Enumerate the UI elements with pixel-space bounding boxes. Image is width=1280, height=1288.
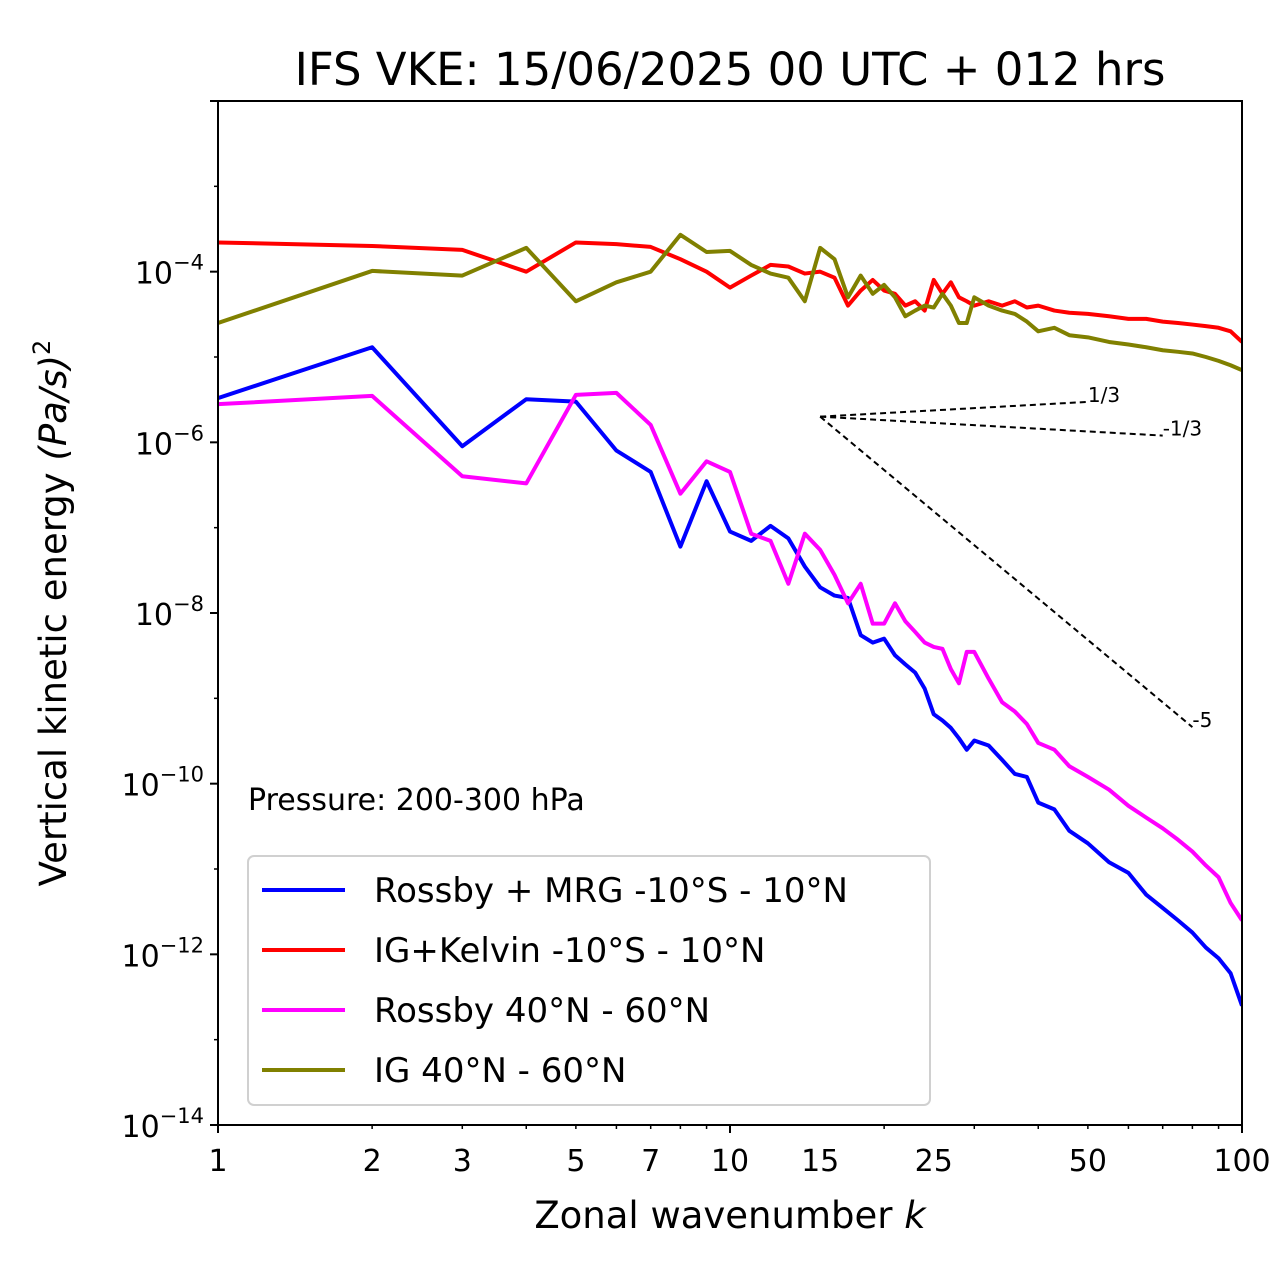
series-line-0 [218,345,1242,1007]
legend-box [247,855,931,1106]
x-axis-label-text: Zonal wavenumber [534,1194,893,1237]
legend-label-0: Rossby + MRG -10°S - 10°N [374,871,848,911]
y-axis-label-text: Vertical kinetic energy [32,472,75,886]
x-tick-label: 1 [208,1144,227,1179]
y-axis-label-units-exp: 2 [28,340,56,355]
series-line-1 [218,240,1242,344]
legend: Rossby + MRG -10°S - 10°N IG+Kelvin -10°S… [247,855,931,1106]
x-tick-label: 100 [1213,1144,1270,1179]
series-line-2 [218,390,1242,922]
series-lines [218,232,1242,1007]
legend-label-2: Rossby 40°N - 60°N [374,991,710,1031]
legend-label-3: IG 40°N - 60°N [374,1051,626,1091]
y-axis-ticks: 10−4 10−6 10−8 10−10 10−12 10−14 [121,100,218,1145]
y-tick-label: 10−8 [135,592,204,633]
chart-title: IFS VKE: 15/06/2025 00 UTC + 012 hrs [295,43,1166,96]
x-axis-label-var: k [904,1194,927,1237]
x-tick-label: 2 [363,1144,382,1179]
series-line-3 [218,232,1242,373]
legend-label-1: IG+Kelvin -10°S - 10°N [374,931,765,971]
slope-label-2: -5 [1192,708,1212,732]
y-tick-label: 10−10 [121,763,204,804]
plot-area: 1/3-1/3-5 1 2 3 5 7 10 15 25 50 100 10−410−610−81… [121,100,1271,1179]
x-axis-ticks: 1 2 3 5 7 10 15 25 50 100 [208,1125,1271,1179]
x-tick-label: 3 [453,1144,472,1179]
slope-line-0 [820,400,1088,418]
y-tick-label: 10−12 [121,933,204,974]
x-tick-label: 25 [915,1144,953,1179]
x-tick-label: 7 [641,1144,660,1179]
y-axis-label-units: (Pa/s) [32,355,75,461]
slope-line-1 [820,415,1163,437]
x-axis-label: Zonal wavenumber k [534,1194,927,1237]
x-tick-label: 15 [801,1144,839,1179]
x-tick-label: 10 [711,1144,749,1179]
y-axis-label: Vertical kinetic energy (Pa/s)2 [28,340,75,887]
reference-slopes: 1/3 -1/3 -5 [819,383,1212,732]
x-tick-label: 50 [1069,1144,1107,1179]
x-tick-label: 5 [566,1144,585,1179]
slope-label-0: 1/3 [1088,383,1120,407]
slope-line-2 [819,415,1194,728]
slope-label-1: -1/3 [1163,417,1202,441]
y-tick-label: 10−6 [135,421,204,462]
y-tick-label: 10−14 [121,1104,204,1145]
pressure-annotation: Pressure: 200-300 hPa [248,783,585,818]
y-tick-label: 10−4 [135,251,204,292]
